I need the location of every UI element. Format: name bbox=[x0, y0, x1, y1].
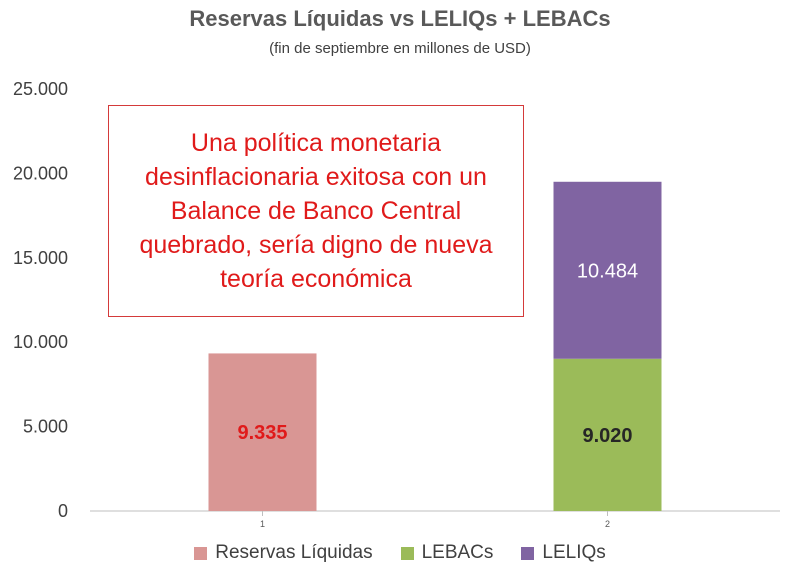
legend-swatch-leliqs bbox=[521, 546, 535, 560]
bar-lebacs-2 bbox=[553, 358, 662, 511]
legend-swatch-lebacs bbox=[400, 546, 414, 560]
legend-item-lebacs: LEBACs bbox=[400, 542, 494, 564]
data-label: 9.020 bbox=[582, 425, 632, 447]
legend-item-reservas: Reservas Líquidas bbox=[194, 542, 373, 564]
legend-label-leliqs: LELIQs bbox=[542, 542, 606, 563]
chart-title: Reservas Líquidas vs LELIQs + LEBACs bbox=[189, 6, 611, 31]
bar-leliqs-2 bbox=[553, 181, 662, 359]
y-tick-label: 25.000 bbox=[13, 79, 68, 99]
legend-label-lebacs: LEBACs bbox=[421, 542, 494, 563]
chart-subtitle: (fin de septiembre en millones de USD) bbox=[269, 40, 531, 57]
y-tick-label: 0 bbox=[58, 501, 68, 521]
data-label: 10.484 bbox=[577, 260, 638, 282]
chart-legend: Reservas Líquidas LEBACs LELIQs bbox=[0, 542, 800, 564]
legend-item-leliqs: LELIQs bbox=[521, 542, 606, 564]
data-label: 9.335 bbox=[237, 422, 287, 444]
x-tick-label: 1 bbox=[260, 519, 265, 529]
y-tick-label: 15.000 bbox=[13, 248, 68, 268]
legend-label-reservas: Reservas Líquidas bbox=[215, 542, 373, 563]
x-tick-label: 2 bbox=[605, 519, 610, 529]
y-tick-label: 5.000 bbox=[23, 417, 68, 437]
annotation-box: Una política monetaria desinflacionaria … bbox=[108, 105, 524, 317]
bar-reservas-l-quidas-1 bbox=[208, 353, 317, 511]
bar-chart: 0 5.000 10.000 15.000 20.000 25.000 1 9.335 2 9.0… bbox=[13, 79, 780, 529]
legend-swatch-reservas bbox=[194, 546, 208, 560]
y-tick-label: 20.000 bbox=[13, 163, 68, 183]
annotation-text: Una política monetaria desinflacionaria … bbox=[139, 129, 493, 293]
y-tick-label: 10.000 bbox=[13, 332, 68, 352]
